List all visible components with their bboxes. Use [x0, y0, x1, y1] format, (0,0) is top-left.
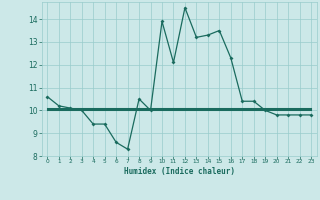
X-axis label: Humidex (Indice chaleur): Humidex (Indice chaleur): [124, 167, 235, 176]
